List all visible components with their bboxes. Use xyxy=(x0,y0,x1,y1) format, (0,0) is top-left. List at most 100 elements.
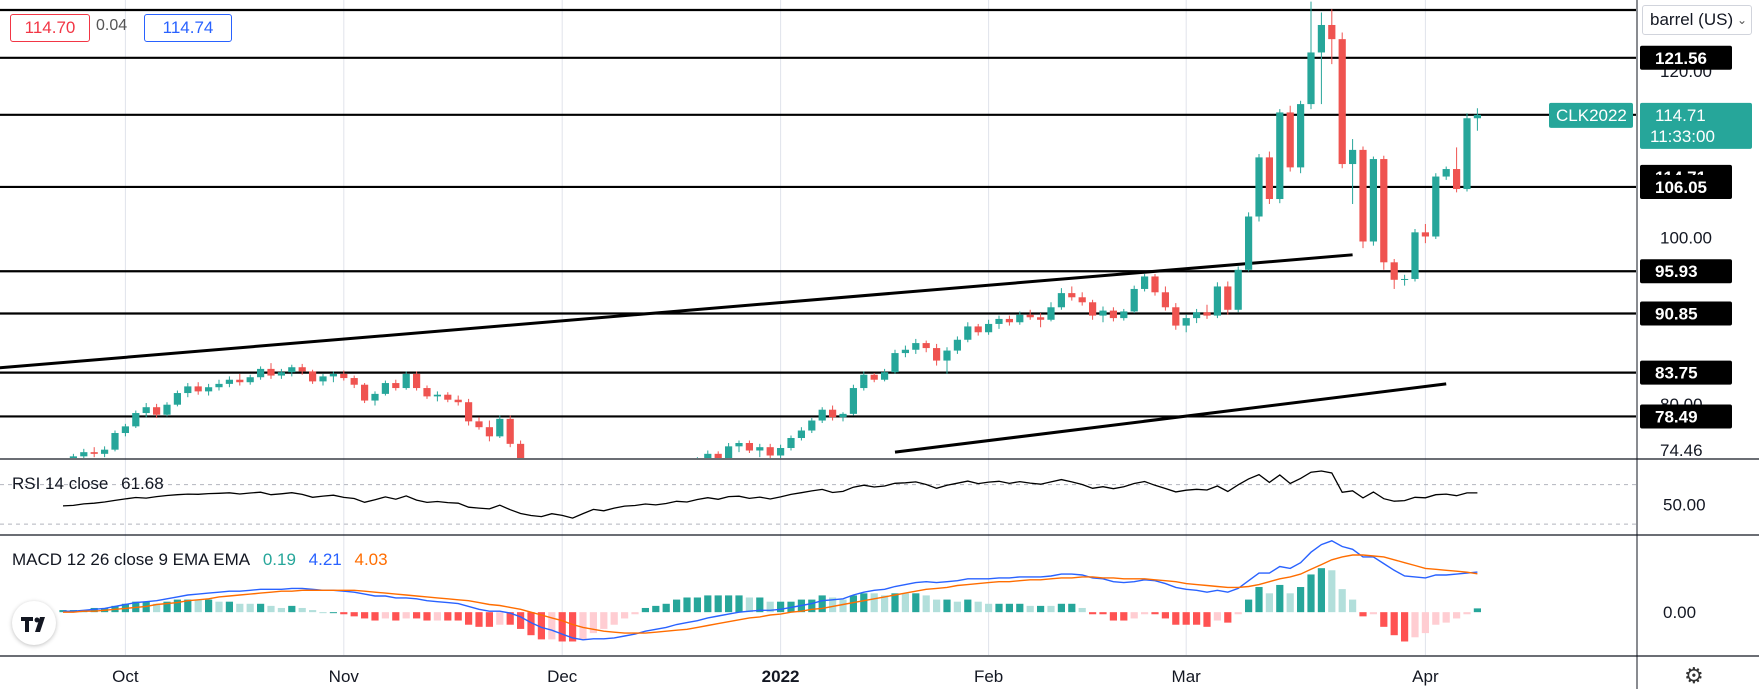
level-price-badge xyxy=(1640,360,1732,385)
candle-body xyxy=(173,393,181,405)
candle xyxy=(1057,288,1065,310)
trendlines[interactable] xyxy=(0,253,1447,454)
macd-histogram-bar xyxy=(1005,603,1013,613)
candle xyxy=(319,373,327,386)
candle xyxy=(621,486,628,502)
candle xyxy=(891,349,899,374)
candle-body xyxy=(1172,307,1180,326)
candle xyxy=(818,407,826,424)
time-tick-label: Feb xyxy=(974,667,1003,686)
macd-histogram-bar xyxy=(454,612,462,621)
macd-histogram-bar xyxy=(1432,612,1440,625)
macd-histogram-bar xyxy=(1276,584,1284,613)
candle-body xyxy=(1255,157,1263,217)
symbol-badge-bg xyxy=(1549,102,1633,128)
macd-histogram-bar xyxy=(943,599,951,613)
macd-legend[interactable]: MACD 12 26 close 9 EMA EMA 0.19 4.21 4.0… xyxy=(12,550,396,570)
macd-histogram-bar xyxy=(912,593,920,613)
trendline[interactable] xyxy=(894,382,1447,454)
candle-body xyxy=(267,368,275,376)
macd-histogram-bar xyxy=(1328,570,1336,613)
macd-histogram-bar xyxy=(974,601,982,613)
macd-histogram-bar xyxy=(423,612,431,621)
macd-histogram-bar xyxy=(922,595,930,613)
tradingview-logo-icon[interactable] xyxy=(12,601,56,645)
candle xyxy=(1016,311,1024,325)
candle xyxy=(309,369,317,384)
candle xyxy=(1203,304,1211,319)
candle xyxy=(80,448,88,458)
macd-histogram-bar xyxy=(1141,612,1149,615)
rsi-legend[interactable]: RSI 14 close 61.68 xyxy=(12,474,172,494)
candle-body xyxy=(215,383,223,388)
bid-price-button[interactable]: 114.70 xyxy=(10,14,90,42)
last-price-text: 114.71 xyxy=(1655,106,1706,125)
unit-selector[interactable]: barrel (US) ⌄ xyxy=(1642,5,1752,35)
macd-histogram-bar xyxy=(849,595,857,613)
macd-histogram-bar xyxy=(1317,568,1325,613)
macd-histogram-bar xyxy=(392,612,400,621)
candle-body xyxy=(922,343,930,349)
macd-histogram-bar xyxy=(173,599,181,613)
macd-histogram-bar xyxy=(829,597,837,613)
candle xyxy=(829,405,837,421)
candle-body xyxy=(506,418,514,444)
candle-body xyxy=(1120,311,1128,319)
candle xyxy=(704,450,712,458)
candle xyxy=(101,446,109,458)
symbol-badge[interactable]: CLK2022 xyxy=(1549,102,1633,128)
candle xyxy=(1109,307,1117,322)
candle-body xyxy=(1338,39,1346,165)
time-axis[interactable]: Oct Nov Dec 2022 Feb Mar Apr xyxy=(112,667,1439,686)
macd-histogram-bar xyxy=(1234,612,1242,615)
level-price-label[interactable]: 95.93 xyxy=(1640,259,1732,284)
candle-body xyxy=(194,386,202,392)
candle xyxy=(1380,155,1388,270)
ask-price-button[interactable]: 114.74 xyxy=(144,14,232,42)
macd-histogram-bar xyxy=(1224,612,1232,623)
level-price-label[interactable]: 106.05 xyxy=(1640,174,1732,199)
trendline[interactable] xyxy=(0,253,1353,377)
candle xyxy=(163,402,171,417)
candle-body xyxy=(1276,112,1284,200)
macd-histogram-bar xyxy=(777,601,785,613)
candle xyxy=(423,385,431,399)
candle-body xyxy=(1473,114,1481,119)
candle-body xyxy=(611,496,618,506)
macd-histogram-bar xyxy=(381,612,389,619)
level-price-badge xyxy=(1640,301,1732,326)
candle xyxy=(1078,292,1086,306)
candle xyxy=(735,440,743,453)
level-price-label[interactable]: 121.56 xyxy=(1640,45,1732,70)
horizontal-levels[interactable] xyxy=(0,8,1636,418)
candle-body xyxy=(246,377,254,383)
candle-body xyxy=(694,460,701,473)
macd-histogram-bar xyxy=(1182,612,1190,625)
macd-line-value: 4.21 xyxy=(308,550,342,569)
candle-body xyxy=(236,379,244,383)
macd-histogram-bar xyxy=(1057,603,1065,613)
candle-body xyxy=(423,388,431,397)
candle-body xyxy=(797,430,805,439)
candle-body xyxy=(350,378,358,385)
candle-body xyxy=(1234,269,1242,310)
level-price-label[interactable]: 78.49 xyxy=(1640,404,1732,429)
candle-body xyxy=(142,407,150,414)
candle xyxy=(808,418,816,434)
last-price-label[interactable]: 114.71 11:33:00 xyxy=(1640,102,1752,149)
candle-body xyxy=(257,368,265,378)
candle xyxy=(943,347,951,374)
candle xyxy=(246,374,254,385)
macd-histogram-bar xyxy=(673,599,681,613)
candle-body xyxy=(860,374,868,389)
candle-body xyxy=(413,373,421,389)
macd-histogram-bar xyxy=(1016,603,1024,613)
candle-body xyxy=(1390,262,1398,280)
candle xyxy=(860,371,868,391)
price-axis[interactable]: 120.00100.0080.0074.46121.56114.71106.05… xyxy=(1549,45,1752,460)
gear-icon[interactable]: ⚙ xyxy=(1684,663,1704,688)
candle-body xyxy=(777,448,785,456)
level-price-label[interactable]: 83.75 xyxy=(1640,360,1732,385)
level-price-label[interactable]: 90.85 xyxy=(1640,301,1732,326)
